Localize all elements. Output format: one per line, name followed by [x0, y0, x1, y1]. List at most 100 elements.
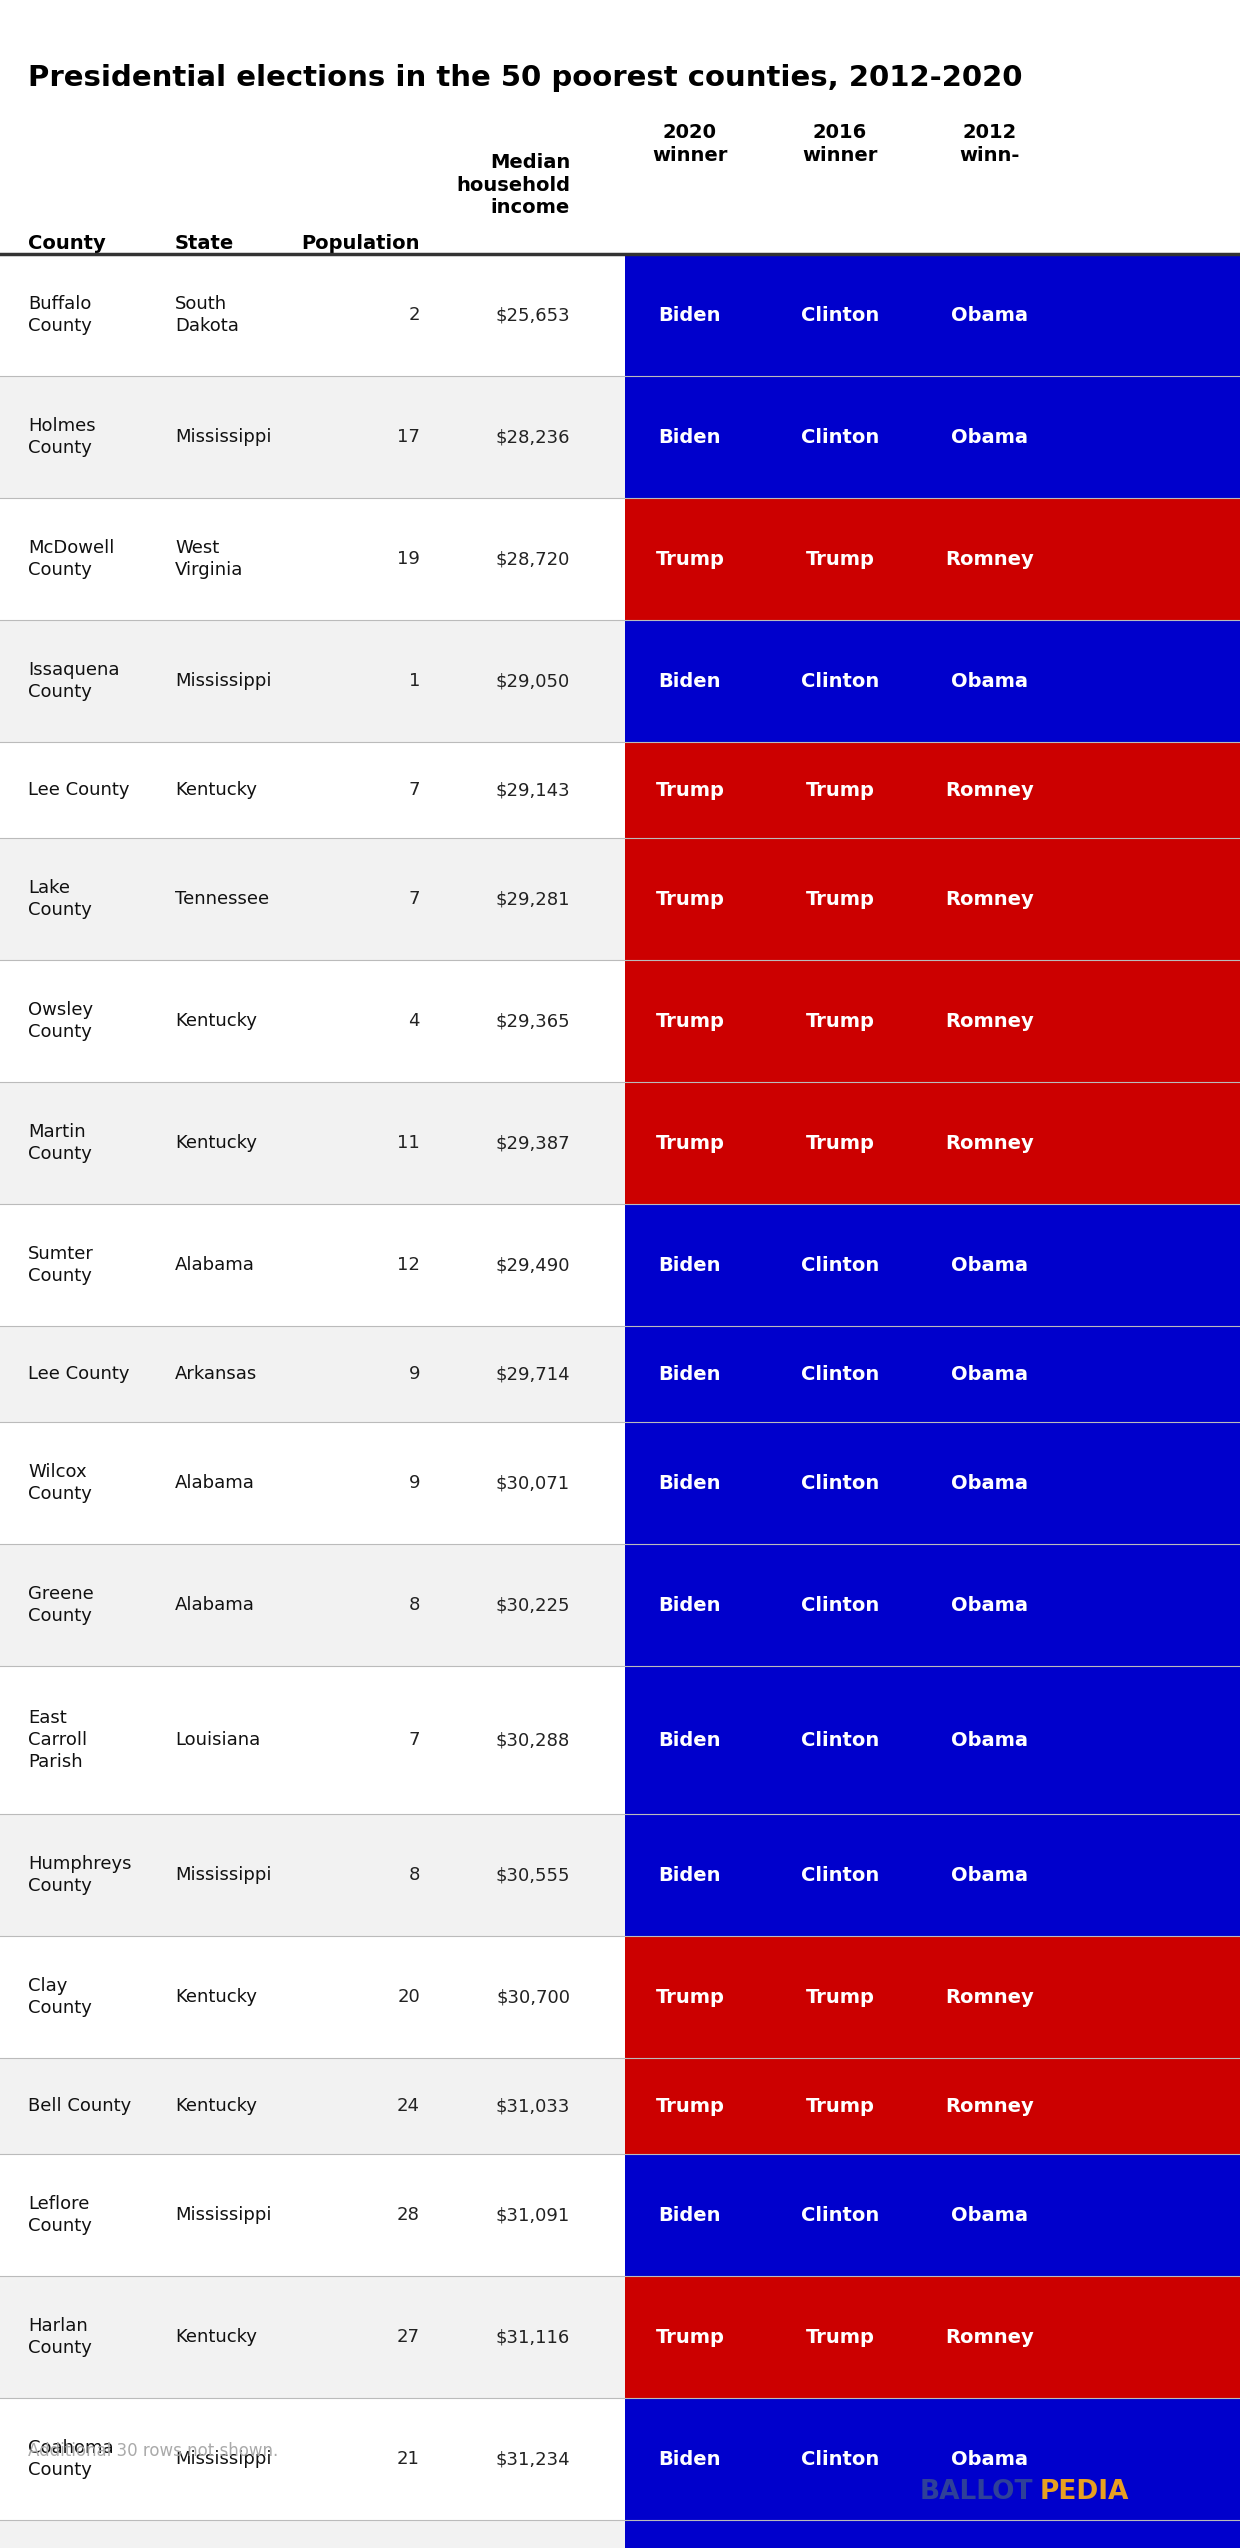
Text: South
Dakota: South Dakota: [175, 296, 239, 336]
Text: Trump: Trump: [656, 550, 724, 568]
Bar: [935, 1325, 1240, 1422]
Text: $30,555: $30,555: [496, 1865, 570, 1883]
Text: Mississippi: Mississippi: [175, 2451, 272, 2469]
Bar: [625, 1205, 780, 1325]
Bar: [935, 2153, 1240, 2275]
Bar: [780, 1814, 935, 1936]
Bar: [625, 2520, 780, 2548]
Text: West
Virginia: West Virginia: [175, 540, 243, 578]
Text: $30,225: $30,225: [496, 1595, 570, 1613]
Text: Romney: Romney: [946, 550, 1034, 568]
Bar: [0, 1544, 1240, 1666]
Text: Clinton: Clinton: [801, 1595, 879, 1615]
Text: PEDIA: PEDIA: [1040, 2479, 1130, 2505]
Bar: [935, 2398, 1240, 2520]
Text: 4: 4: [408, 1012, 420, 1029]
Bar: [625, 1936, 780, 2059]
Text: $29,143: $29,143: [495, 782, 570, 800]
Text: Alabama: Alabama: [175, 1475, 255, 1493]
Text: Clinton: Clinton: [801, 1473, 879, 1493]
Text: Obama: Obama: [951, 428, 1028, 446]
Text: Biden: Biden: [658, 1366, 722, 1384]
Text: State: State: [175, 234, 234, 252]
Bar: [935, 1666, 1240, 1814]
Bar: [0, 2398, 1240, 2520]
Bar: [935, 2059, 1240, 2153]
Text: Biden: Biden: [658, 1865, 722, 1886]
Text: 20: 20: [397, 1987, 420, 2005]
Text: Trump: Trump: [806, 550, 874, 568]
Bar: [0, 2059, 1240, 2153]
Text: Clay
County: Clay County: [29, 1977, 92, 2018]
Text: Presidential elections in the 50 poorest counties, 2012-2020: Presidential elections in the 50 poorest…: [29, 64, 1023, 92]
Text: 17: 17: [397, 428, 420, 446]
Bar: [625, 619, 780, 741]
Bar: [625, 2059, 780, 2153]
Text: Mississippi: Mississippi: [175, 428, 272, 446]
Bar: [780, 961, 935, 1083]
Bar: [625, 1325, 780, 1422]
Bar: [780, 1205, 935, 1325]
Text: Kentucky: Kentucky: [175, 1987, 257, 2005]
Bar: [780, 1544, 935, 1666]
Bar: [935, 838, 1240, 961]
Text: Obama: Obama: [951, 2449, 1028, 2469]
Bar: [935, 377, 1240, 497]
Text: $31,234: $31,234: [495, 2451, 570, 2469]
Bar: [780, 838, 935, 961]
Text: 9: 9: [408, 1475, 420, 1493]
Bar: [780, 619, 935, 741]
Bar: [935, 1205, 1240, 1325]
Text: $30,700: $30,700: [496, 1987, 570, 2005]
Text: $29,387: $29,387: [495, 1134, 570, 1152]
Bar: [0, 1205, 1240, 1325]
Text: Clinton: Clinton: [801, 673, 879, 691]
Text: 2020
winner: 2020 winner: [652, 122, 728, 166]
Text: Holmes
County: Holmes County: [29, 418, 95, 456]
Bar: [625, 1083, 780, 1205]
Bar: [625, 961, 780, 1083]
Text: Kentucky: Kentucky: [175, 782, 257, 800]
Bar: [780, 1422, 935, 1544]
Text: 1: 1: [409, 673, 420, 691]
Text: Bell County: Bell County: [29, 2097, 131, 2115]
Text: $30,071: $30,071: [496, 1475, 570, 1493]
Text: Trump: Trump: [656, 2097, 724, 2115]
Bar: [780, 1936, 935, 2059]
Text: Trump: Trump: [806, 1012, 874, 1029]
Bar: [935, 497, 1240, 619]
Text: Kentucky: Kentucky: [175, 1012, 257, 1029]
Text: Obama: Obama: [951, 1256, 1028, 1274]
Bar: [0, 838, 1240, 961]
Bar: [625, 377, 780, 497]
Text: $28,720: $28,720: [496, 550, 570, 568]
Text: 9: 9: [408, 1366, 420, 1384]
Text: Biden: Biden: [658, 2207, 722, 2224]
Text: Martin
County: Martin County: [29, 1124, 92, 1162]
Bar: [625, 1422, 780, 1544]
Bar: [0, 497, 1240, 619]
Bar: [0, 1325, 1240, 1422]
Bar: [0, 2153, 1240, 2275]
Text: Trump: Trump: [656, 1987, 724, 2008]
Text: McDowell
County: McDowell County: [29, 540, 114, 578]
Text: 21: 21: [397, 2451, 420, 2469]
Bar: [625, 1544, 780, 1666]
Text: Trump: Trump: [806, 2326, 874, 2347]
Text: Kentucky: Kentucky: [175, 2329, 257, 2347]
Bar: [625, 1814, 780, 1936]
Text: Obama: Obama: [951, 1595, 1028, 1615]
Text: 28: 28: [397, 2207, 420, 2224]
Text: Mississippi: Mississippi: [175, 1865, 272, 1883]
Bar: [625, 741, 780, 838]
Bar: [780, 1325, 935, 1422]
Bar: [935, 2520, 1240, 2548]
Text: Biden: Biden: [658, 1595, 722, 1615]
Bar: [0, 255, 1240, 377]
Text: Biden: Biden: [658, 1256, 722, 1274]
Text: 12: 12: [397, 1256, 420, 1274]
Text: Issaquena
County: Issaquena County: [29, 660, 119, 701]
Text: Clinton: Clinton: [801, 1256, 879, 1274]
Text: 27: 27: [397, 2329, 420, 2347]
Text: Obama: Obama: [951, 1366, 1028, 1384]
